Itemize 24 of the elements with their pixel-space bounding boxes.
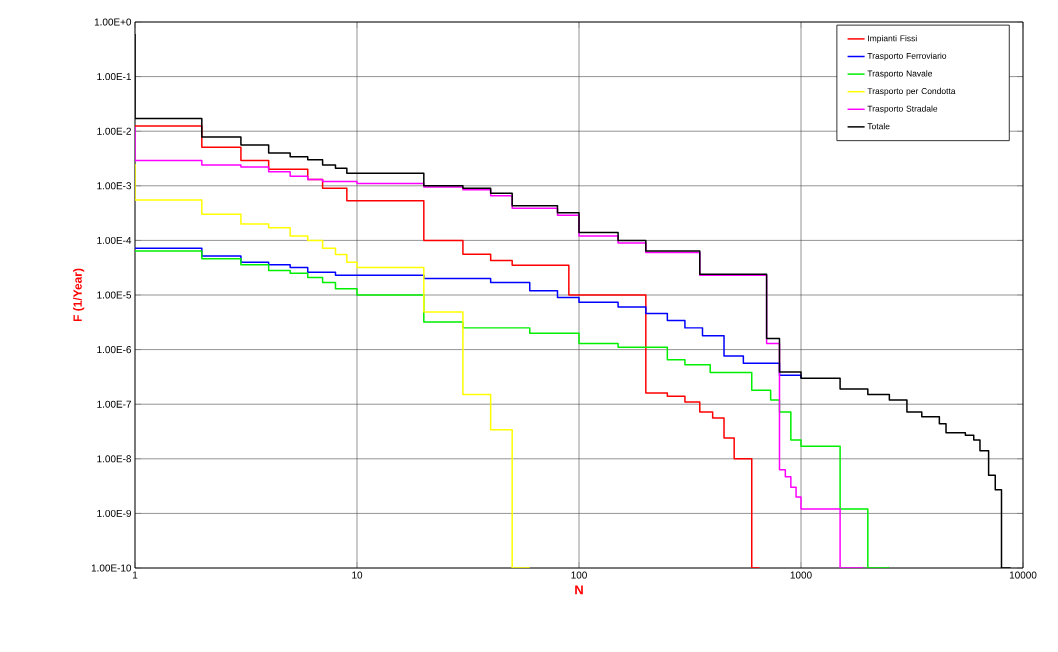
legend-label: Trasporto per Condotta [867,87,956,96]
y-axis-title: F (1/Year) [73,268,85,322]
legend-label: Totale [867,123,890,130]
x-axis-title: N [575,585,583,595]
y-tick-label: 1.00E-1 [97,73,131,81]
x-tick-label: 10 [352,571,363,579]
x-tick-label: 1000 [790,571,812,579]
y-tick-label: 1.00E-2 [97,127,131,135]
x-tick-label: 100 [571,571,587,579]
y-tick-label: 1.00E-9 [97,509,132,517]
y-tick-label: 1.00E-3 [97,182,132,190]
y-tick-label: 1.00E-5 [97,291,132,299]
y-tick-label: 1.00E-8 [97,455,132,463]
y-tick-label: 1.00E+0 [94,18,132,26]
x-tick-label: 1 [133,571,138,579]
legend-label: Trasporto Navale [867,70,933,79]
legend-label: Trasporto Ferroviario [867,52,947,61]
y-tick-label: 1.00E-7 [97,400,131,408]
x-tick-label: 10000 [1009,571,1037,579]
y-tick-label: 1.00E-10 [91,564,132,572]
legend-label: Trasporto Stradale [867,105,938,114]
y-tick-label: 1.00E-6 [97,346,132,354]
y-tick-label: 1.00E-4 [97,236,132,244]
legend-label: Impianti Fissi [868,35,917,43]
